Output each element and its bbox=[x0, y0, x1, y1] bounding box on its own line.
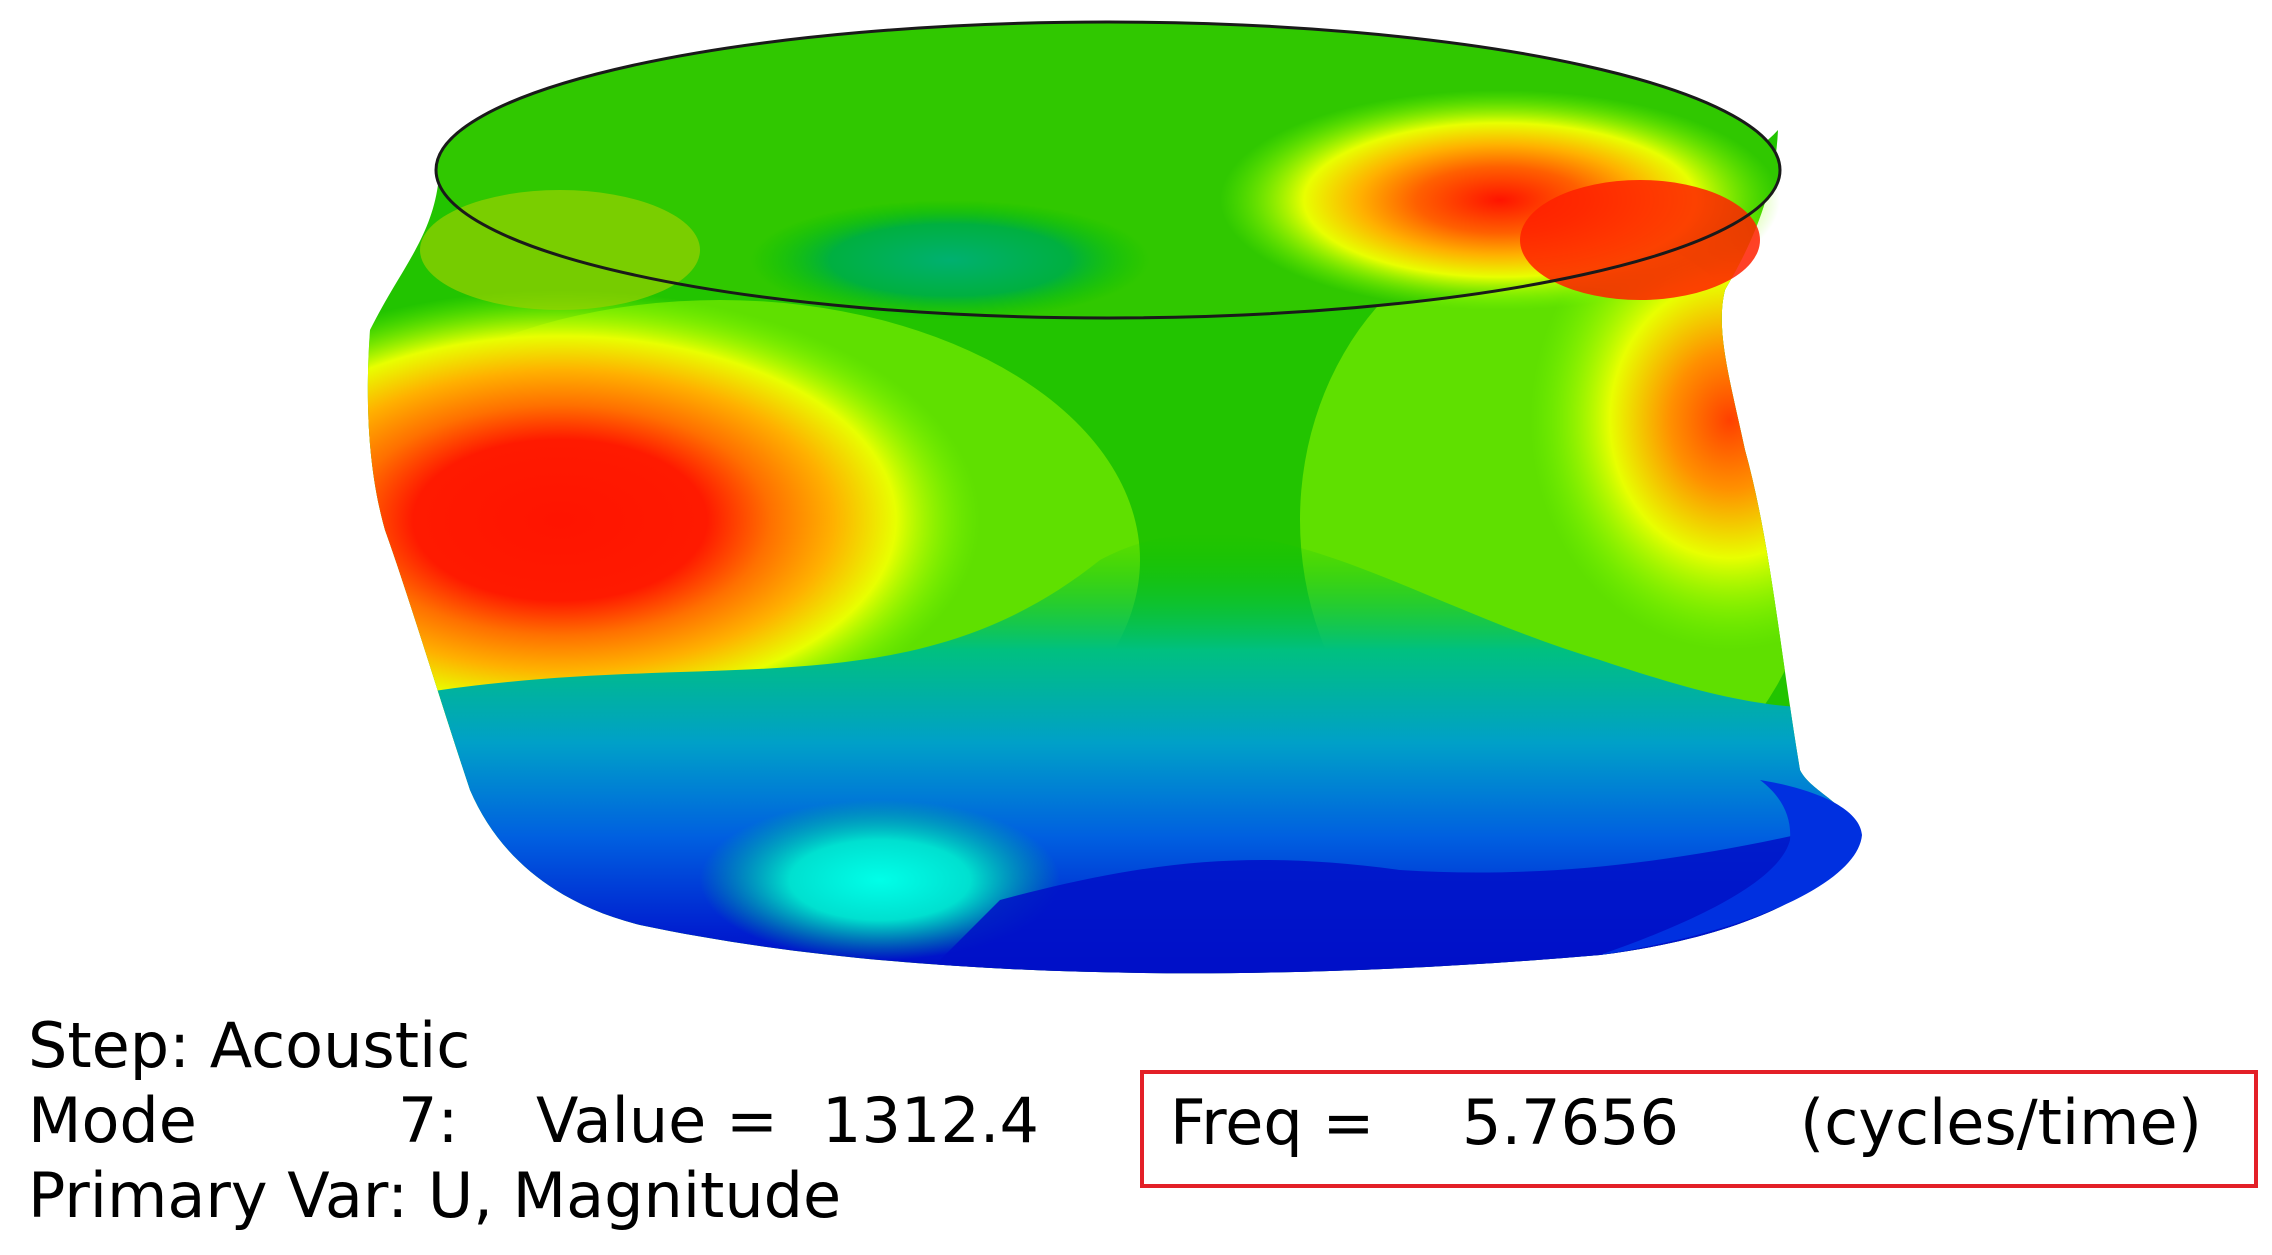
contour-plot-viewport bbox=[367, 20, 1862, 974]
step-label: Step: Acoustic bbox=[28, 1009, 471, 1082]
eigenvalue: 1312.4 bbox=[822, 1084, 1039, 1157]
inner-contours bbox=[420, 90, 1780, 320]
frequency-value: 5.7656 bbox=[1462, 1086, 1679, 1159]
mode-number: 7: bbox=[398, 1084, 459, 1157]
frequency-highlight-box bbox=[1140, 1070, 2258, 1188]
frequency-unit: (cycles/time) bbox=[1800, 1086, 2202, 1159]
shell-top-rim bbox=[434, 20, 1782, 320]
mode-label: Mode bbox=[28, 1084, 197, 1157]
frequency-label: Freq = bbox=[1170, 1086, 1375, 1159]
value-label: Value = bbox=[536, 1084, 778, 1157]
shell-bottom-rim bbox=[1600, 780, 1862, 955]
primary-variable-label: Primary Var: U, Magnitude bbox=[28, 1159, 842, 1232]
